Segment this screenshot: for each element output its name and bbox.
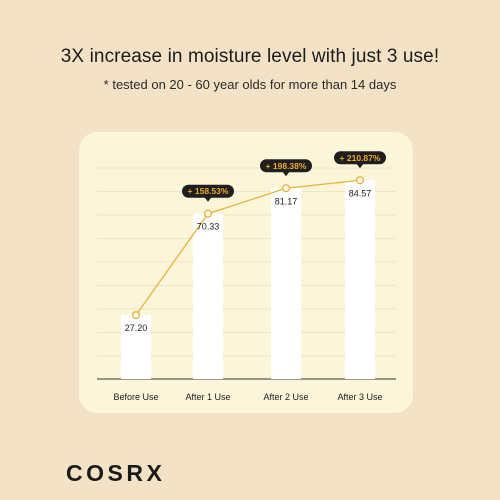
bar — [345, 180, 375, 379]
badge-pointer — [282, 171, 290, 177]
data-point — [131, 311, 141, 320]
page-title: 3X increase in moisture level with just … — [60, 46, 440, 67]
bar — [271, 188, 301, 379]
data-point — [203, 209, 213, 218]
x-tick-label: After 2 Use — [263, 392, 308, 402]
badge-pointer — [356, 163, 364, 169]
value-label: 84.57 — [349, 188, 372, 198]
bars — [121, 180, 375, 379]
increase-badges: + 158.53% + 198.38% + 210.87% — [182, 151, 386, 202]
value-label: 70.33 — [197, 222, 220, 232]
increase-badge — [182, 184, 234, 198]
x-tick-label: After 1 Use — [185, 392, 230, 402]
increase-label: + 198.38% — [266, 161, 307, 171]
data-point — [355, 176, 365, 185]
increase-label: + 158.53% — [188, 186, 229, 196]
value-label: 27.20 — [125, 323, 148, 333]
x-tick-label: After 3 Use — [337, 392, 382, 402]
page-subtitle: * tested on 20 - 60 year olds for more t… — [103, 77, 397, 92]
bar — [193, 213, 223, 379]
bar — [121, 315, 151, 379]
value-label: 81.17 — [275, 196, 298, 206]
x-tick-labels: Before Use After 1 Use After 2 Use After 3 … — [113, 392, 382, 402]
data-points — [131, 176, 365, 320]
value-labels: 27.20 70.33 81.17 84.57 — [125, 188, 372, 333]
increase-badge — [260, 159, 312, 173]
trend-line — [135, 179, 361, 316]
increase-badge — [334, 151, 386, 165]
brand-logo: COSRX — [66, 460, 166, 486]
badge-pointer — [204, 197, 212, 202]
increase-label: + 210.87% — [340, 153, 381, 163]
data-point — [281, 184, 291, 193]
x-tick-label: Before Use — [113, 392, 158, 402]
